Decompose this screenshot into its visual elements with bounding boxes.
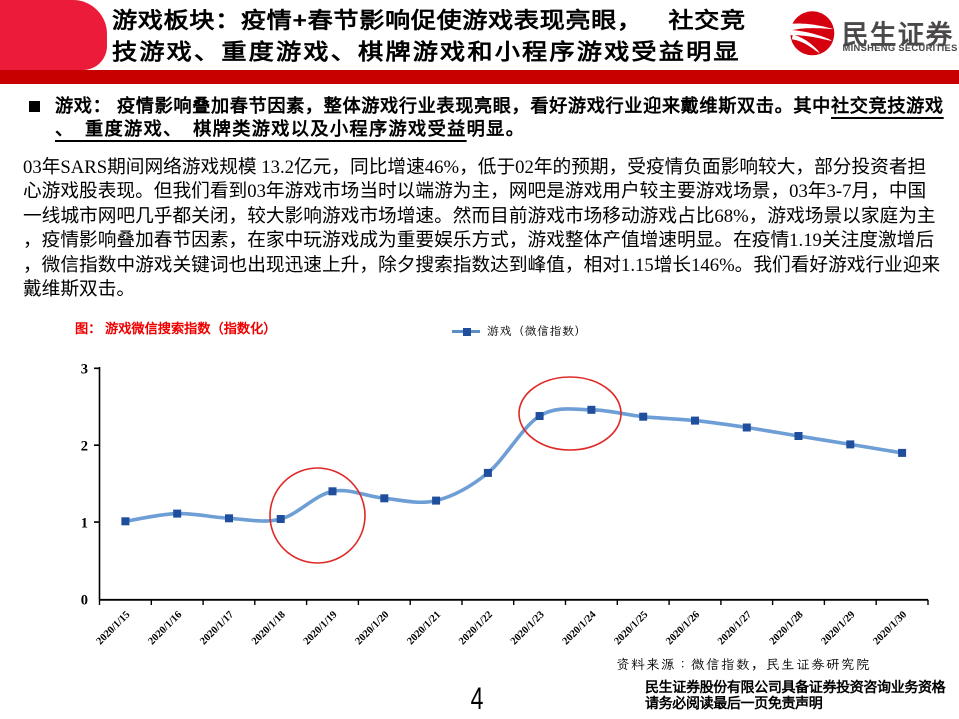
svg-text:2020/1/25: 2020/1/25	[612, 609, 650, 647]
svg-text:0: 0	[81, 593, 88, 609]
svg-text:2020/1/15: 2020/1/15	[95, 609, 133, 647]
svg-text:3: 3	[81, 362, 88, 378]
svg-text:2: 2	[81, 439, 88, 455]
svg-text:2020/1/26: 2020/1/26	[664, 609, 702, 647]
svg-text:2020/1/24: 2020/1/24	[561, 609, 599, 647]
svg-text:2020/1/30: 2020/1/30	[871, 609, 909, 647]
svg-text:2020/1/20: 2020/1/20	[354, 609, 392, 647]
svg-text:2020/1/23: 2020/1/23	[509, 609, 547, 647]
svg-text:2020/1/28: 2020/1/28	[768, 609, 806, 647]
svg-text:2020/1/27: 2020/1/27	[716, 609, 754, 647]
svg-text:2020/1/18: 2020/1/18	[250, 609, 288, 647]
svg-text:2020/1/17: 2020/1/17	[198, 609, 236, 647]
svg-text:2020/1/22: 2020/1/22	[457, 609, 495, 647]
svg-text:2020/1/29: 2020/1/29	[820, 609, 858, 647]
svg-text:2020/1/19: 2020/1/19	[302, 609, 340, 647]
svg-text:2020/1/21: 2020/1/21	[405, 609, 443, 647]
svg-text:1: 1	[81, 516, 88, 532]
svg-text:2020/1/16: 2020/1/16	[146, 609, 184, 647]
